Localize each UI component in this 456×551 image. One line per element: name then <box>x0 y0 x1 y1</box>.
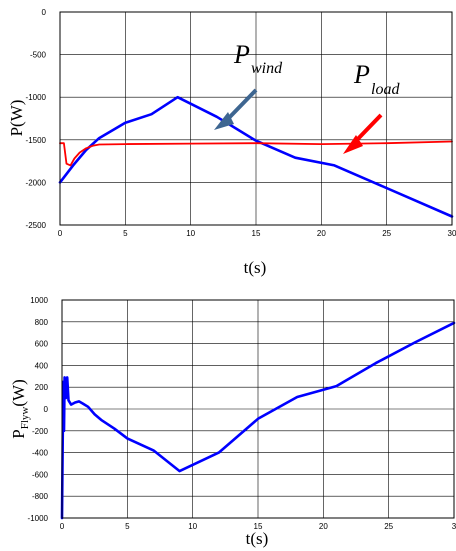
flywheel-y-label-unit: (W) <box>9 379 28 406</box>
flywheel-y-tick-label: -1000 <box>28 514 49 523</box>
wind-annotation-main: P <box>233 40 250 69</box>
flywheel-y-tick-label: 1000 <box>30 296 48 305</box>
power-series <box>58 95 454 218</box>
flywheel-x-tick-label: 15 <box>254 522 263 531</box>
power-x-tick-label: 10 <box>186 229 195 238</box>
flywheel-x-tick-label: 5 <box>125 522 130 531</box>
power-y-tick-label: -1000 <box>26 93 47 102</box>
flywheel-chart: 0 5 10 15 20 25 3 1000 800 600 400 200 0 -200 -400 -600… <box>9 296 456 548</box>
flywheel-y-tick-label: 400 <box>35 361 49 370</box>
load-arrow-head <box>343 135 363 154</box>
power-y-tick-label: -500 <box>30 51 47 60</box>
power-x-tick-label: 20 <box>317 229 326 238</box>
flywheel-y-tick-label: -400 <box>32 449 49 458</box>
power-x-tick-label: 25 <box>382 229 391 238</box>
flywheel-x-tick-label: 25 <box>384 522 393 531</box>
flywheel-x-tick-label: 3 <box>452 522 456 531</box>
power-y-tick-label: -2000 <box>26 178 47 187</box>
flywheel-y-tick-label: 600 <box>35 340 49 349</box>
power-x-tick-label: 30 <box>448 229 456 238</box>
wind-annotation: P wind <box>214 40 283 130</box>
power-x-tick-label: 5 <box>123 229 128 238</box>
power-y-tick-label: -2500 <box>26 221 47 230</box>
power-y-axis-label: P(W) <box>7 100 26 137</box>
power-x-tick-label: 0 <box>58 229 63 238</box>
power-x-tick-label: 15 <box>252 229 261 238</box>
flywheel-x-tick-label: 20 <box>319 522 328 531</box>
power-y-tick-label: 0 <box>42 8 47 17</box>
wind-arrow-head <box>214 112 234 130</box>
power-chart: 0 5 10 15 20 25 30 0 -500 -1000 -1500 -2000 -2500 P(… <box>7 8 456 277</box>
power-grid <box>60 12 452 225</box>
power-ticks: 0 5 10 15 20 25 30 0 -500 -1000 -1500 -2000 -2500 <box>26 8 456 238</box>
flywheel-grid <box>62 300 454 518</box>
flywheel-y-tick-label: 0 <box>44 405 49 414</box>
load-annotation: P load <box>343 60 400 154</box>
power-y-tick-label: -1500 <box>26 136 47 145</box>
flywheel-y-tick-label: -200 <box>32 427 49 436</box>
load-annotation-main: P <box>353 60 370 89</box>
load-power-line <box>59 140 453 167</box>
flywheel-y-axis-label: PFlyw(W) <box>9 379 31 438</box>
flywheel-y-tick-label: -600 <box>32 470 49 479</box>
load-annotation-sub: load <box>371 81 400 98</box>
power-x-axis-label: t(s) <box>244 258 267 277</box>
flywheel-y-label-main: P <box>9 429 28 438</box>
flywheel-y-tick-label: 800 <box>35 318 49 327</box>
flywheel-y-label-sub: Flyw <box>19 407 31 430</box>
flywheel-power-line <box>60 321 456 520</box>
flywheel-x-tick-label: 10 <box>188 522 197 531</box>
flywheel-x-tick-label: 0 <box>60 522 65 531</box>
flywheel-ticks: 0 5 10 15 20 25 3 1000 800 600 400 200 0 -200 -400 -600… <box>28 296 456 531</box>
flywheel-series <box>60 321 456 520</box>
wind-annotation-sub: wind <box>251 60 283 77</box>
flywheel-y-tick-label: -800 <box>32 492 49 501</box>
flywheel-y-tick-label: 200 <box>35 383 49 392</box>
power-plot-frame <box>59 11 453 226</box>
flywheel-x-axis-label: t(s) <box>246 529 269 548</box>
flywheel-plot-frame <box>61 299 455 519</box>
